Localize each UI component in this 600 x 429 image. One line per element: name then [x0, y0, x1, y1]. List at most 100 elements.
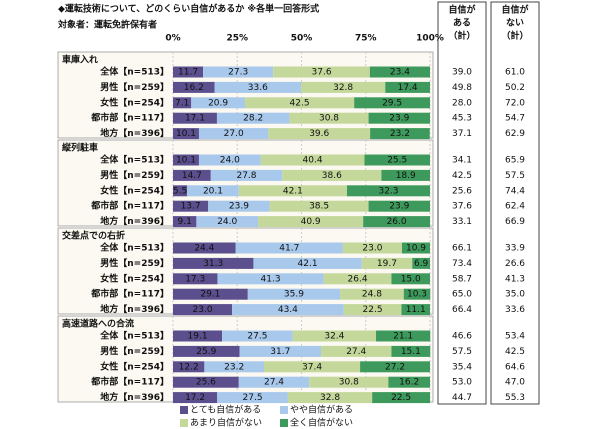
value-label: 25.6	[196, 378, 216, 388]
value-label: 42.5	[290, 98, 310, 108]
column-value: 66.4	[452, 305, 472, 315]
bar-segment	[173, 169, 211, 181]
bar-segment	[300, 81, 386, 93]
value-label: 10.1	[176, 129, 196, 139]
column-value: 44.7	[452, 393, 472, 403]
bar-segment	[401, 242, 430, 254]
value-label: 17.2	[185, 393, 205, 403]
bar-segment	[238, 376, 310, 388]
bar-segment	[258, 216, 364, 228]
bar-segment	[173, 361, 205, 373]
value-label: 23.9	[389, 202, 409, 212]
value-label: 43.4	[278, 305, 298, 315]
bar-segment	[381, 169, 430, 181]
bar-segment	[363, 216, 430, 228]
bar-segment	[216, 112, 290, 124]
value-label: 13.7	[181, 202, 201, 212]
column-value: 37.1	[452, 129, 472, 139]
bar-segment	[247, 288, 341, 300]
column-value: 34.1	[452, 156, 472, 166]
value-label: 15.0	[401, 274, 421, 284]
value-label: 7.1	[175, 98, 189, 108]
bar-segment	[292, 330, 377, 342]
column-value: 61.0	[505, 68, 525, 78]
bar-segment	[372, 392, 430, 404]
bar-segment	[376, 330, 431, 342]
bar-segment	[287, 392, 373, 404]
column-value: 53.0	[452, 378, 472, 388]
y-tick-label: 女性【n=254】	[100, 272, 169, 284]
column-value: 37.6	[452, 202, 472, 212]
bar-segment	[198, 154, 261, 166]
value-label: 15.1	[401, 347, 421, 357]
value-label: 38.6	[322, 171, 342, 181]
value-label: 21.1	[393, 332, 413, 342]
value-label: 24.4	[194, 244, 214, 254]
value-label: 42.1	[298, 259, 318, 269]
column-value: 47.0	[505, 378, 525, 388]
legend-swatch	[280, 419, 288, 427]
bar-segment	[354, 97, 430, 109]
column-header: 自信が	[501, 4, 529, 16]
bar-segment	[173, 330, 223, 342]
bar-segment	[391, 345, 431, 357]
bar-segment	[401, 304, 430, 316]
value-label: 5.5	[173, 186, 187, 196]
column-value: 66.9	[505, 217, 525, 227]
x-tick-label: 50%	[291, 34, 313, 44]
value-label: 23.9	[389, 114, 409, 124]
group-panel	[57, 139, 434, 227]
column-value: 35.4	[452, 362, 472, 372]
bar-segment	[403, 288, 431, 300]
bar-segment	[173, 392, 218, 404]
value-label: 27.3	[228, 68, 248, 78]
column-box	[437, 1, 487, 405]
bar-segment	[196, 216, 259, 228]
column-value: 65.9	[505, 156, 525, 166]
bar-segment	[368, 112, 430, 124]
column-value: 41.3	[505, 274, 525, 284]
column-value: 25.6	[452, 186, 472, 196]
bar-segment	[360, 361, 430, 373]
y-tick-label: 男性【n=259】	[100, 81, 169, 93]
bar-segment	[364, 154, 430, 166]
bar-segment	[187, 185, 239, 197]
group-panel	[57, 51, 434, 139]
y-tick-label: 女性【n=254】	[100, 184, 169, 196]
column-header: ある	[453, 18, 471, 29]
bar-segment	[244, 97, 355, 109]
value-label: 19.1	[188, 332, 208, 342]
bar-segment	[222, 330, 293, 342]
bar-segment	[238, 185, 347, 197]
bar-segment	[263, 361, 361, 373]
column-value: 57.5	[452, 347, 472, 357]
value-label: 31.7	[270, 347, 290, 357]
value-label: 22.5	[363, 305, 383, 315]
value-label: 26.0	[387, 217, 407, 227]
bar-segment	[173, 304, 233, 316]
value-label: 38.5	[309, 202, 329, 212]
column-header: 自信が	[448, 4, 476, 16]
bar-segment	[342, 242, 402, 254]
y-tick-label: 女性【n=254】	[100, 96, 169, 108]
column-value: 53.4	[505, 332, 525, 342]
value-label: 32.3	[378, 186, 398, 196]
bar-segment	[198, 128, 269, 140]
value-label: 37.6	[312, 68, 332, 78]
value-label: 42.1	[283, 186, 303, 196]
bar-segment	[173, 154, 199, 166]
bar-segment	[391, 273, 430, 285]
column-value: 66.1	[452, 244, 472, 254]
bar-segment	[239, 345, 322, 357]
group-title: 交差点での右折	[62, 230, 125, 242]
value-label: 27.8	[236, 171, 256, 181]
value-label: 10.1	[176, 156, 196, 166]
value-label: 23.2	[224, 362, 244, 372]
value-label: 18.9	[396, 171, 416, 181]
y-tick-label: 地方【n=396】	[100, 391, 169, 403]
bar-segment	[343, 304, 402, 316]
value-label: 9.1	[178, 217, 192, 227]
value-label: 11.7	[178, 68, 198, 78]
value-label: 24.0	[217, 217, 237, 227]
bar-segment	[368, 200, 430, 212]
